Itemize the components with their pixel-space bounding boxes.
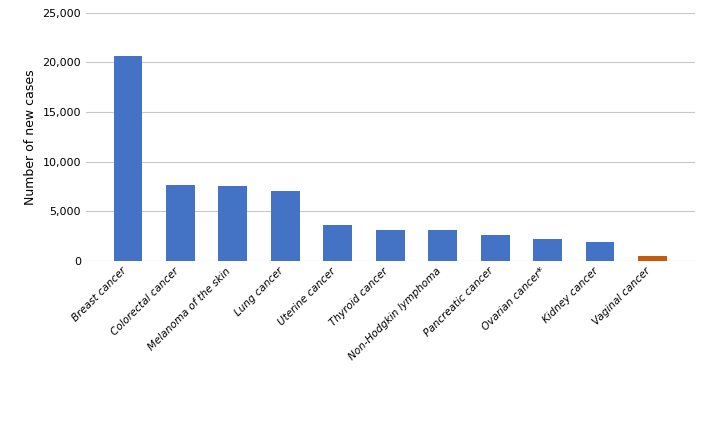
Bar (533, 239, 562, 261)
Y-axis label: Number of new cases: Number of new cases (24, 69, 37, 205)
Bar (166, 184, 195, 261)
Bar (638, 256, 667, 261)
Bar (271, 192, 300, 261)
Bar (586, 242, 614, 261)
Bar (480, 234, 510, 261)
Bar (114, 56, 142, 261)
Bar (428, 230, 457, 261)
Bar (218, 186, 247, 261)
Bar (324, 225, 352, 261)
Bar (376, 230, 405, 261)
